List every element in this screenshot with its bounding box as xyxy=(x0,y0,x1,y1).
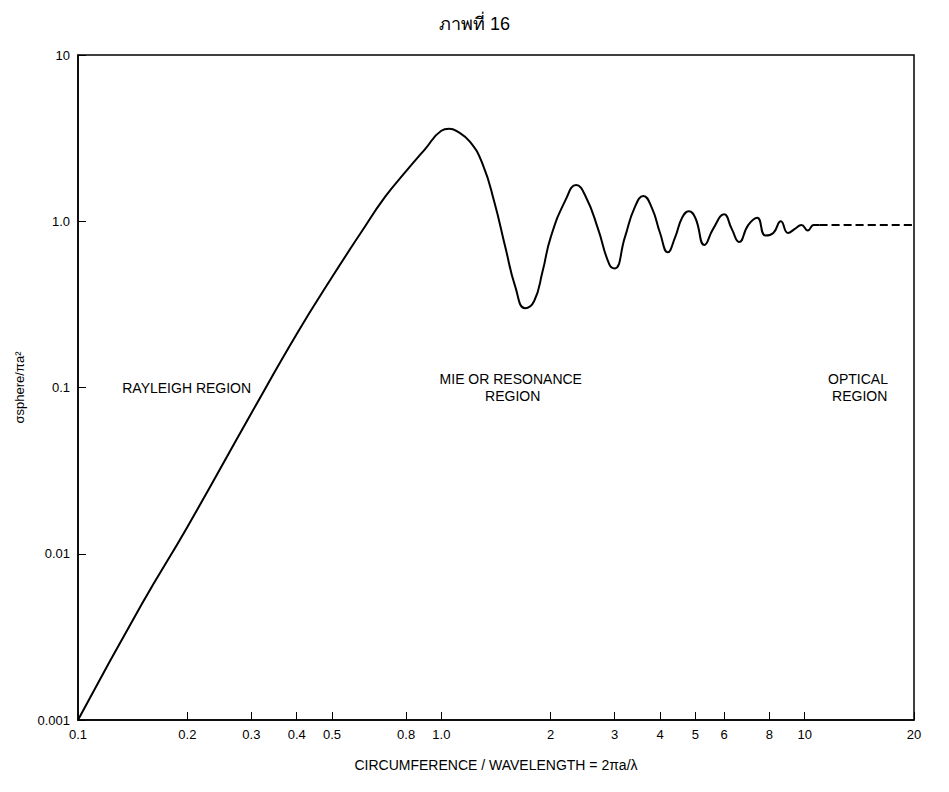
svg-text:OPTICAL: OPTICAL xyxy=(828,371,891,387)
svg-text:0.001: 0.001 xyxy=(37,713,70,728)
svg-text:6: 6 xyxy=(720,727,727,742)
svg-text:REGION: REGION xyxy=(832,388,887,404)
svg-text:CIRCUMFERENCE / WAVELENGTH = 2: CIRCUMFERENCE / WAVELENGTH = 2πa/λ xyxy=(354,757,637,773)
svg-text:1.0: 1.0 xyxy=(432,727,450,742)
svg-text:0.2: 0.2 xyxy=(178,727,196,742)
svg-text:0.1: 0.1 xyxy=(52,380,70,395)
svg-text:20: 20 xyxy=(907,727,921,742)
svg-text:ภาพที่ 16: ภาพที่ 16 xyxy=(439,11,510,34)
svg-text:1.0: 1.0 xyxy=(52,214,70,229)
svg-text:0.01: 0.01 xyxy=(45,546,70,561)
svg-text:8: 8 xyxy=(766,727,773,742)
svg-text:0.8: 0.8 xyxy=(397,727,415,742)
svg-text:10: 10 xyxy=(56,48,70,63)
svg-text:10: 10 xyxy=(797,727,811,742)
svg-text:3: 3 xyxy=(611,727,618,742)
svg-text:0.4: 0.4 xyxy=(288,727,306,742)
svg-text:REGION: REGION xyxy=(485,388,540,404)
svg-text:5: 5 xyxy=(692,727,699,742)
svg-text:σsphere/πa²: σsphere/πa² xyxy=(12,351,27,424)
svg-text:4: 4 xyxy=(656,727,663,742)
svg-text:0.3: 0.3 xyxy=(242,727,260,742)
svg-text:MIE OR RESONANCE: MIE OR RESONANCE xyxy=(440,371,586,387)
svg-text:0.1: 0.1 xyxy=(69,727,87,742)
svg-text:0.5: 0.5 xyxy=(323,727,341,742)
svg-text:RAYLEIGH REGION: RAYLEIGH REGION xyxy=(122,380,251,396)
svg-text:2: 2 xyxy=(547,727,554,742)
